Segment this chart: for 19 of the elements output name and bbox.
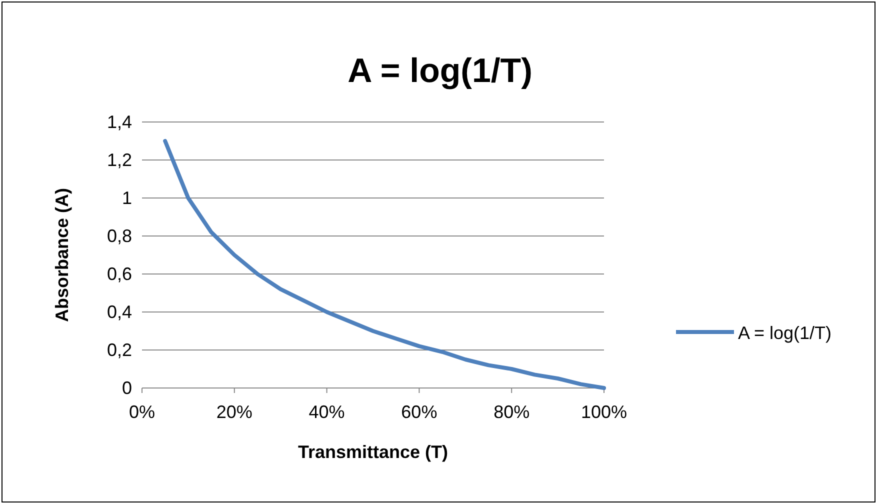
y-tick-label: 1: [122, 188, 132, 208]
y-axis-title: Absorbance (A): [52, 188, 72, 322]
x-tick-label: 100%: [580, 402, 628, 422]
y-tick-label: 0: [122, 378, 132, 398]
y-tick-label: 1,2: [106, 150, 132, 170]
y-tick-label: 0,6: [106, 264, 132, 284]
y-tick-label: 0,4: [106, 302, 132, 322]
y-tick-label: 0,8: [106, 226, 132, 246]
x-tick-label: 40%: [308, 402, 345, 422]
y-tick-label: 1,4: [106, 112, 132, 132]
chart-title: A = log(1/T): [348, 52, 532, 90]
x-tick-label: 20%: [216, 402, 252, 422]
x-axis-title: Transmittance (T): [298, 442, 448, 462]
legend-label: A = log(1/T): [738, 323, 832, 343]
x-tick-label: 80%: [494, 402, 530, 422]
y-tick-label: 0,2: [106, 340, 132, 360]
x-tick-label: 0%: [128, 402, 156, 422]
line-series: [163, 139, 606, 390]
x-tick-label: 60%: [401, 402, 438, 422]
